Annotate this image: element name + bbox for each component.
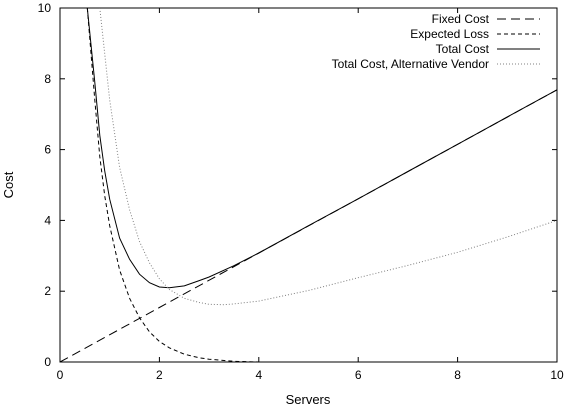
legend-label-total-cost: Total Cost bbox=[436, 42, 490, 56]
y-tick-label: 4 bbox=[44, 213, 51, 227]
x-tick-label: 8 bbox=[454, 368, 461, 382]
y-tick-label: 8 bbox=[44, 72, 51, 86]
x-tick-label: 6 bbox=[355, 368, 362, 382]
y-tick-label: 10 bbox=[38, 1, 52, 15]
y-tick-label: 0 bbox=[44, 355, 51, 369]
y-tick-label: 2 bbox=[44, 284, 51, 298]
legend-label-expected-loss: Expected Loss bbox=[410, 27, 489, 41]
series-line-expected-loss bbox=[86, 8, 259, 362]
legend-label-total-cost-alternative-vendor: Total Cost, Alternative Vendor bbox=[332, 57, 489, 71]
series-line-total-cost-alternative-vendor bbox=[99, 8, 557, 306]
x-tick-label: 10 bbox=[550, 368, 564, 382]
y-tick-label: 6 bbox=[44, 143, 51, 157]
plot-frame bbox=[59, 7, 558, 363]
legend-label-fixed-cost: Fixed Cost bbox=[432, 12, 490, 26]
x-tick-label: 2 bbox=[156, 368, 163, 382]
y-axis-title: Cost bbox=[1, 171, 16, 198]
x-tick-label: 4 bbox=[255, 368, 262, 382]
x-axis-title: Servers bbox=[286, 392, 331, 407]
x-tick-label: 0 bbox=[57, 368, 64, 382]
series-line-total-cost bbox=[86, 8, 557, 289]
